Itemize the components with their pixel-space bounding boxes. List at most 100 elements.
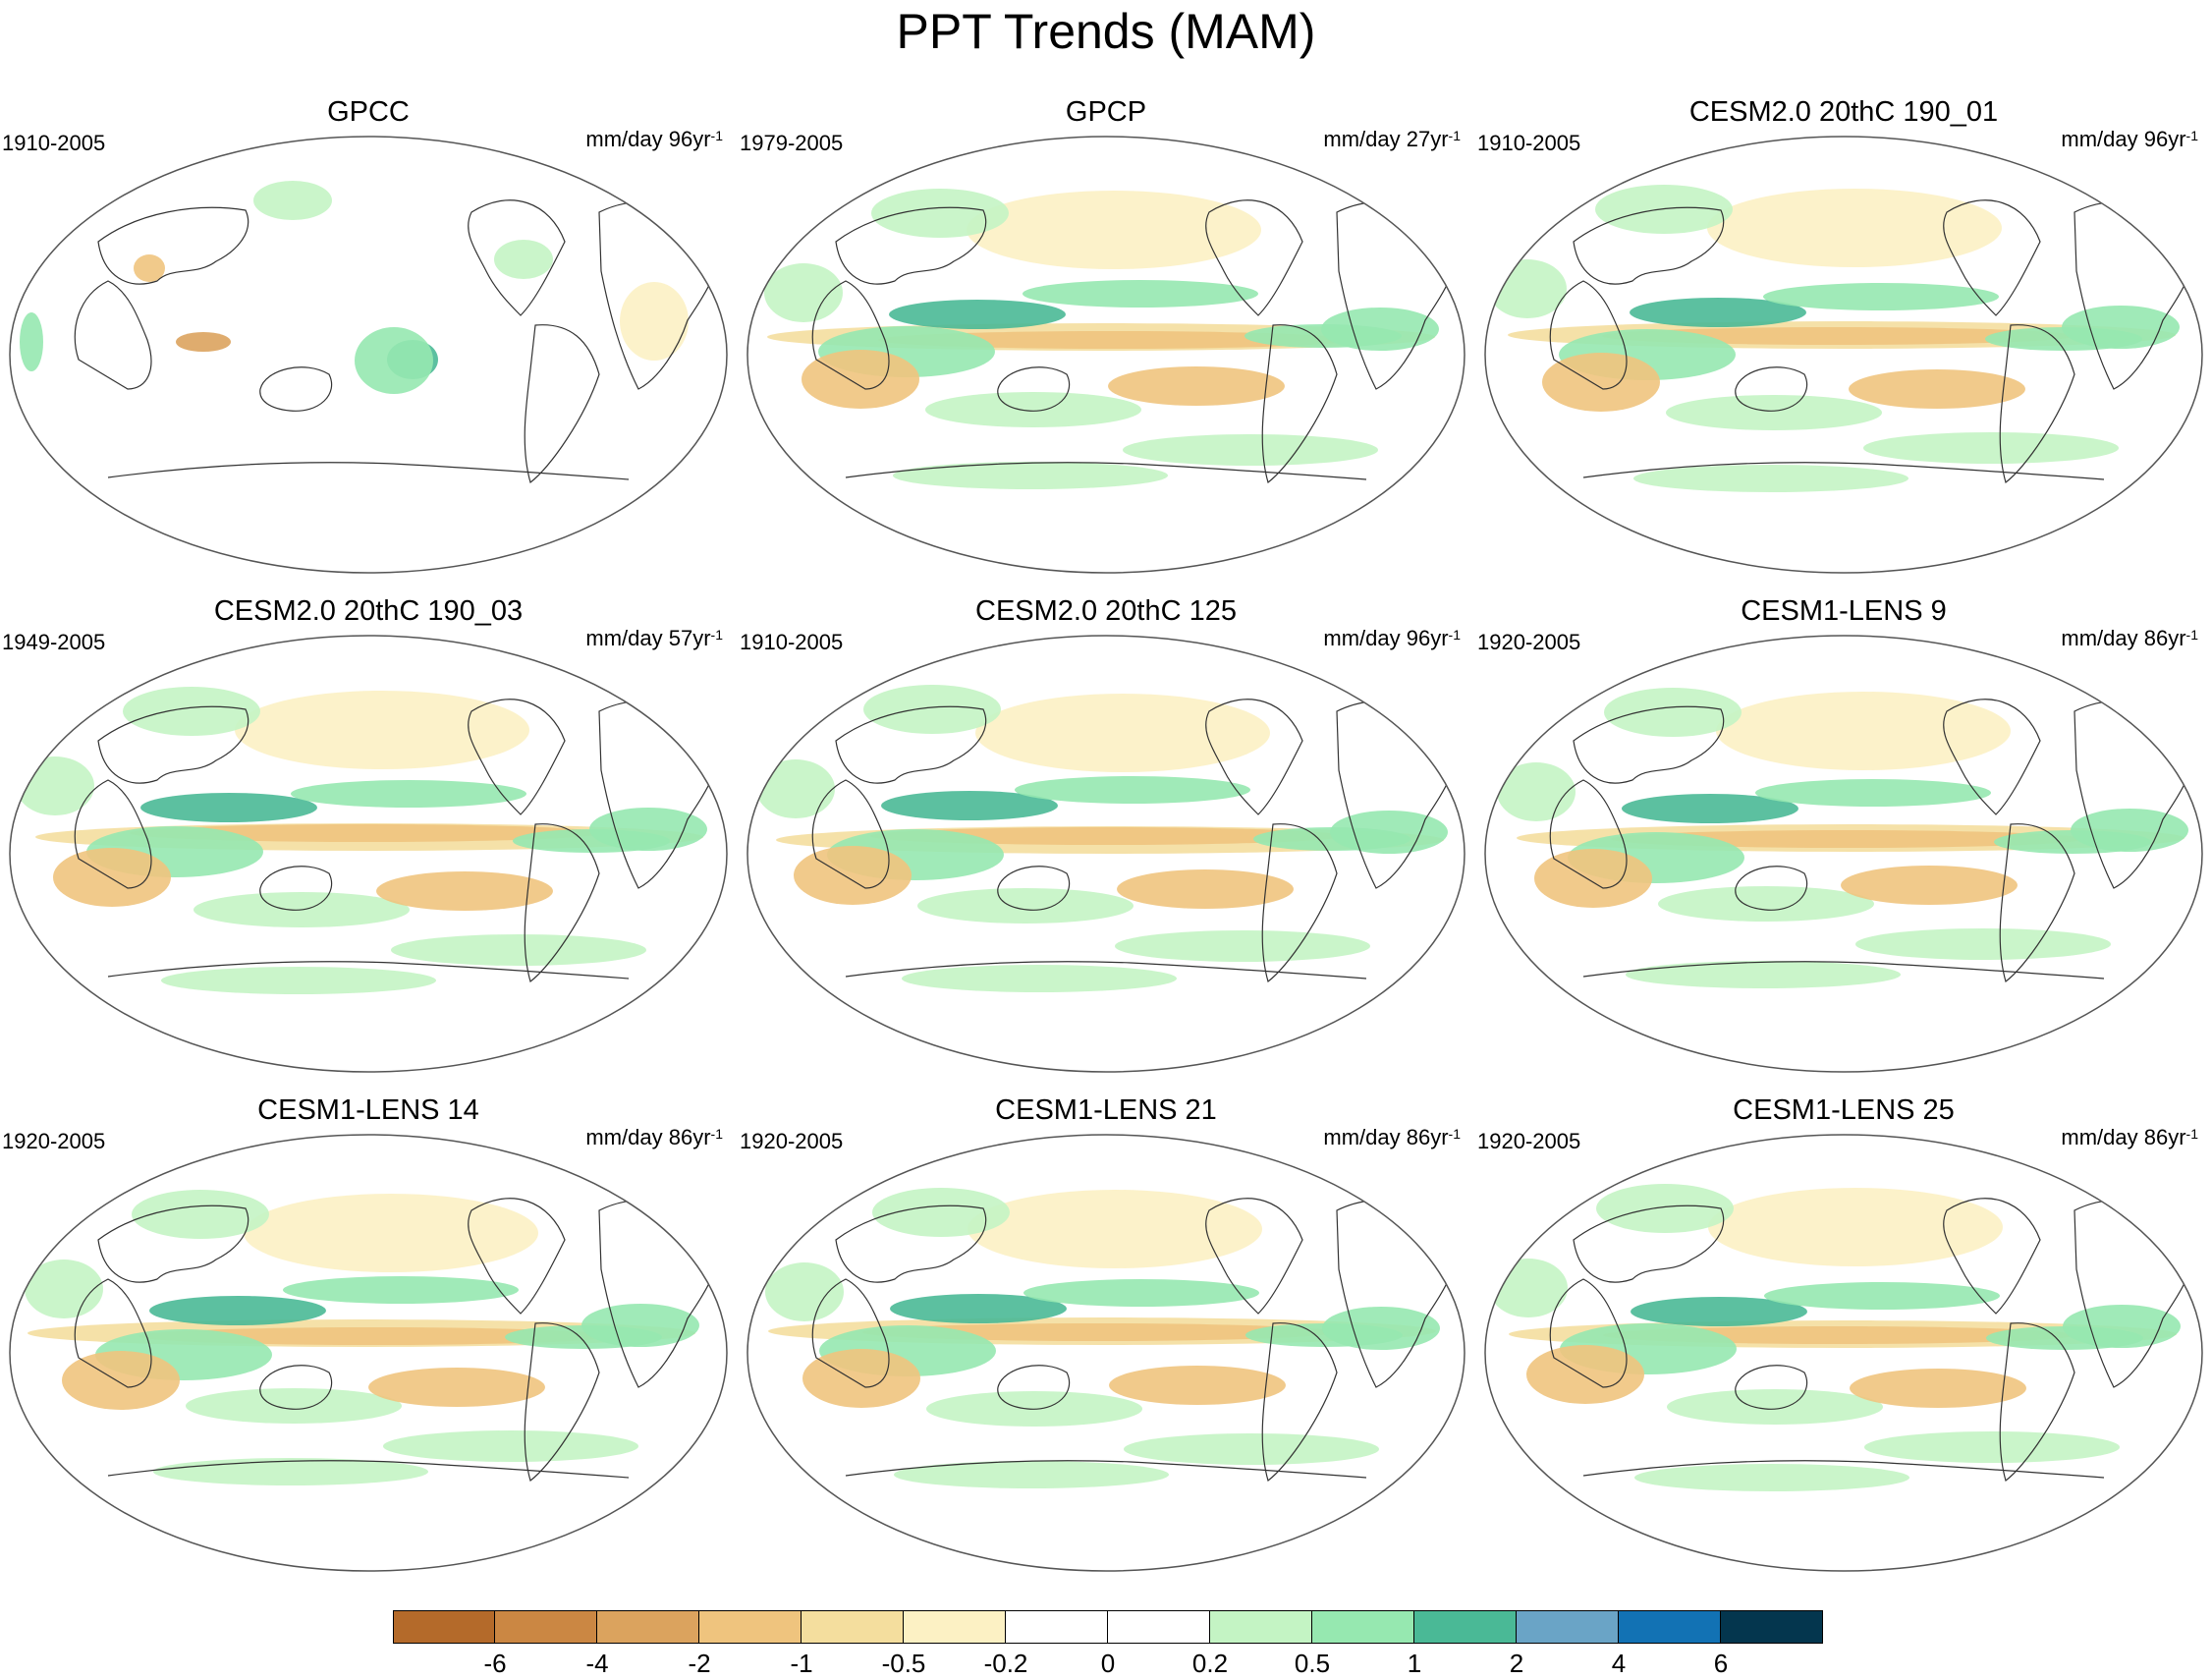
colorbar-swatch: [1619, 1610, 1721, 1644]
map-border: [1484, 136, 2203, 574]
colorbar-swatch: [1108, 1610, 1210, 1644]
trend-patch: [140, 793, 317, 822]
map-cesm1-lens-21: [747, 1134, 1465, 1572]
panel-title: CESM2.0 20thC 190_01: [1688, 96, 1999, 128]
coastline: [1999, 1322, 2075, 1483]
panel-cesm1-lens-25: CESM1-LENS 25 1920-2005 mm/day 86yr-1: [1475, 1092, 2212, 1584]
trend-patch: [1626, 961, 1901, 988]
map-border: [747, 635, 1465, 1073]
coastline: [1943, 699, 2041, 815]
trend-patch: [1764, 1282, 2000, 1310]
panel-units: mm/day 57yr-1: [585, 626, 723, 650]
trend-patch: [1023, 1279, 1259, 1307]
coastline: [74, 1278, 152, 1388]
trend-patch: [881, 791, 1058, 820]
colorbar-tick-label: -6: [483, 1649, 507, 1678]
map-cesm1-lens-25: [1484, 1134, 2203, 1572]
coastline: [598, 700, 724, 889]
coastline: [997, 1365, 1071, 1410]
trend-patch: [253, 181, 332, 220]
trend-patch: [494, 240, 553, 279]
coastline: [1582, 961, 2105, 980]
trend-patch: [967, 191, 1261, 269]
map-border: [1484, 1134, 2203, 1572]
map-cesm1-lens-14: [9, 1134, 728, 1572]
coastline: [1205, 1198, 1303, 1315]
map-border: [9, 635, 728, 1073]
coastline: [1573, 206, 1725, 285]
coastline: [811, 280, 890, 390]
coastline: [1999, 324, 2075, 484]
map-gpcc: [9, 136, 728, 574]
trend-patch: [132, 1190, 269, 1239]
coastline: [1999, 823, 2075, 983]
panel-cesm2-0-20thc-190-03: CESM2.0 20thC 190_03 1949-2005 mm/day 57yr…: [0, 593, 737, 1085]
trend-patch: [620, 282, 689, 361]
panel-title: CESM2.0 20thC 190_03: [213, 595, 524, 627]
panel-units: mm/day 86yr-1: [2061, 1125, 2198, 1149]
coastline: [107, 961, 630, 980]
coastline: [1735, 866, 1808, 911]
colorbar-swatch: [1721, 1610, 1823, 1644]
panel-title: GPCC: [327, 96, 410, 128]
coastline: [107, 462, 630, 480]
trend-patch: [1841, 866, 2018, 905]
map-cesm2-0-20thc-190-01: [1484, 136, 2203, 574]
coastline: [97, 705, 249, 784]
panel-cesm1-lens-9: CESM1-LENS 9 1920-2005 mm/day 86yr-1: [1475, 593, 2212, 1085]
trend-patch: [893, 462, 1168, 489]
trend-patch: [802, 1349, 920, 1408]
trend-patch: [802, 350, 919, 409]
trend-patch: [53, 848, 171, 907]
panel-title: CESM1-LENS 9: [1741, 595, 1947, 627]
panel-period: 1979-2005: [740, 131, 844, 155]
coastline: [1336, 1199, 1462, 1388]
trend-patch: [1109, 1366, 1286, 1405]
trend-patch: [1604, 688, 1742, 737]
coastline: [845, 462, 1367, 480]
coastline: [1735, 366, 1808, 412]
trend-patch: [2063, 1305, 2181, 1348]
coastline: [1336, 200, 1462, 390]
trend-patch: [1634, 1464, 1909, 1491]
trend-patch: [1630, 298, 1806, 327]
trend-patch: [283, 1276, 519, 1304]
colorbar-swatch: [597, 1610, 699, 1644]
coastline: [845, 1460, 1367, 1479]
coastline: [468, 199, 566, 316]
trend-patch: [161, 967, 436, 994]
colorbar-tick-label: 0.2: [1191, 1649, 1229, 1678]
coastline: [1943, 1198, 2041, 1315]
coastline: [259, 866, 333, 911]
trend-patch: [1658, 886, 1874, 922]
figure-title: PPT Trends (MAM): [896, 4, 1316, 59]
colorbar-swatch: [495, 1610, 597, 1644]
trend-patch: [1708, 1188, 2003, 1266]
map-cesm1-lens-9: [1484, 635, 2203, 1073]
panel-period: 1910-2005: [1477, 131, 1581, 155]
trend-patch: [894, 1461, 1169, 1488]
trend-patch: [1497, 762, 1576, 821]
trend-patch: [872, 1188, 1010, 1237]
trend-patch: [1763, 283, 1999, 310]
trend-patch: [890, 1294, 1067, 1323]
trend-field: [764, 189, 1439, 489]
trend-patch: [1633, 465, 1908, 492]
panel-title: CESM1-LENS 21: [995, 1094, 1217, 1126]
coastline: [1261, 823, 1338, 983]
coastline: [845, 961, 1367, 980]
map-border: [9, 136, 728, 574]
coastline: [835, 705, 987, 784]
trend-patch: [1864, 1431, 2120, 1463]
trend-patch: [1542, 353, 1660, 412]
coastline: [1205, 199, 1303, 316]
colorbar: [393, 1610, 1823, 1646]
trend-patch: [235, 691, 529, 769]
trend-patch: [2071, 809, 2188, 852]
map-cesm2-0-20thc-125: [747, 635, 1465, 1073]
coastline: [468, 699, 566, 815]
colorbar-tick-label: 4: [1611, 1649, 1627, 1678]
trend-field: [756, 685, 1448, 992]
trend-patch: [1622, 794, 1798, 823]
panel-title: CESM1-LENS 14: [257, 1094, 479, 1126]
